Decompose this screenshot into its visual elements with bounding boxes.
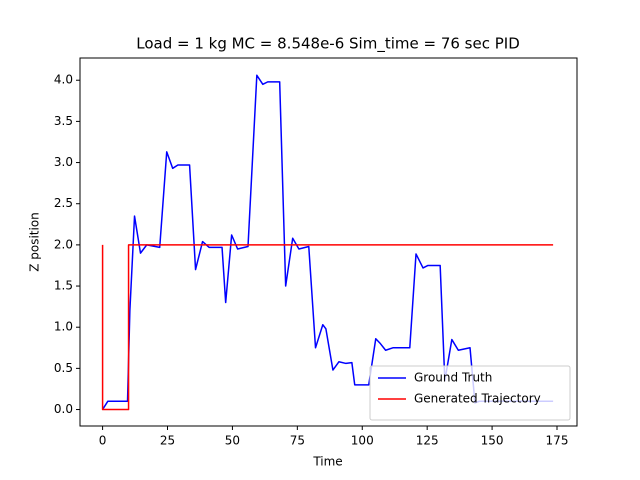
x-tick-label: 125 (416, 434, 439, 448)
legend-label: Generated Trajectory (414, 392, 541, 406)
y-tick-label: 2.0 (54, 237, 73, 251)
chart-title: Load = 1 kg MC = 8.548e-6 Sim_time = 76 … (136, 35, 520, 54)
y-tick-label: 3.0 (54, 155, 73, 169)
x-tick-label: 175 (546, 434, 569, 448)
legend-box (369, 365, 571, 421)
x-tick-label: 100 (351, 434, 374, 448)
y-tick-label: 2.5 (54, 196, 73, 210)
y-tick-label: 1.0 (54, 320, 73, 334)
x-tick-label: 150 (481, 434, 504, 448)
line-series (101, 244, 554, 411)
x-tick-label: 0 (99, 434, 107, 448)
y-tick-label: 0.5 (54, 361, 73, 375)
y-tick-label: 1.5 (54, 279, 73, 293)
x-tick-label: 75 (290, 434, 305, 448)
x-tick-label: 25 (160, 434, 175, 448)
legend-label: Ground Truth (414, 371, 492, 385)
line-series (101, 74, 554, 410)
y-tick-label: 0.0 (54, 402, 73, 416)
axes-frame (79, 57, 578, 427)
y-tick-label: 3.5 (54, 114, 73, 128)
x-tick-label: 50 (225, 434, 240, 448)
x-axis-label: Time (312, 455, 342, 469)
y-tick-label: 4.0 (54, 73, 73, 87)
y-axis-label: Z position (28, 212, 42, 272)
